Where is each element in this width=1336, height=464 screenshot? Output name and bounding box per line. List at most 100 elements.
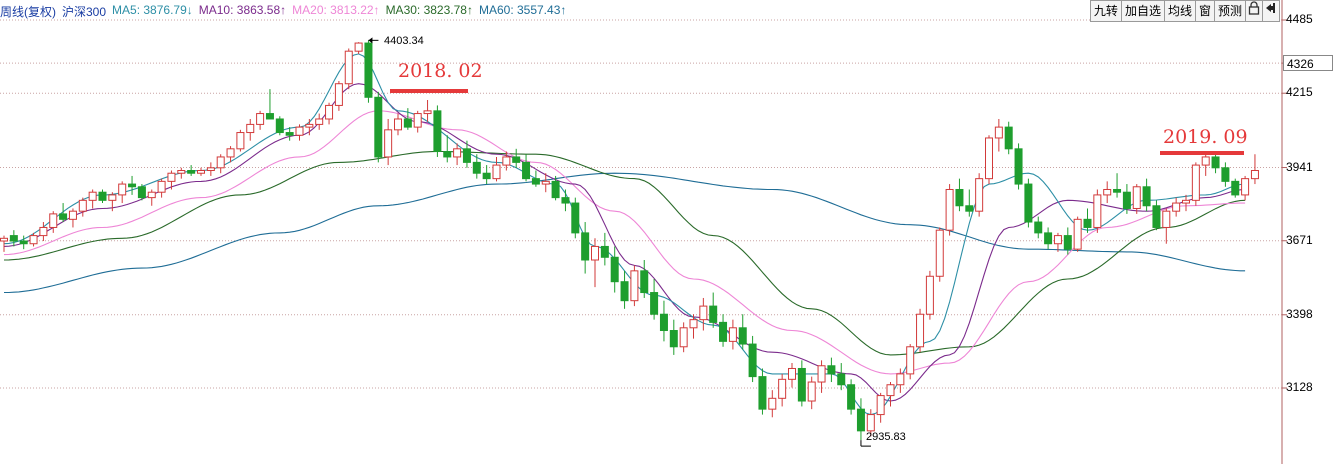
candle	[709, 292, 718, 328]
candle	[955, 178, 964, 212]
candle	[531, 170, 540, 187]
max-price-label: 4403.34	[384, 35, 424, 47]
candle	[453, 143, 462, 166]
candle	[1201, 154, 1210, 176]
y-tick-label: 3941	[1286, 159, 1313, 174]
candle	[876, 392, 885, 423]
candle	[896, 368, 905, 393]
candle	[679, 322, 688, 353]
ma60-line	[4, 172, 1246, 294]
candle	[1034, 216, 1043, 239]
candle	[472, 154, 481, 179]
candle	[965, 189, 974, 217]
candle	[1211, 152, 1220, 174]
ma5-line	[3, 53, 1246, 416]
candle	[0, 235, 8, 252]
jiuzhuan-button[interactable]: 九转	[1089, 0, 1122, 22]
candle	[738, 314, 747, 350]
y-tick-label: 3398	[1286, 306, 1313, 321]
ma60-label: MA60: 3557.43↑	[478, 3, 567, 17]
candle	[59, 203, 68, 223]
candle	[177, 167, 186, 179]
annotation-bar-2018-02	[390, 89, 468, 93]
candle	[137, 184, 146, 201]
candle	[334, 81, 343, 111]
moving-average-lines	[3, 53, 1246, 416]
candle	[945, 184, 954, 236]
candle	[147, 189, 156, 206]
candle	[640, 260, 649, 298]
candle	[305, 118, 314, 136]
candle	[256, 110, 265, 130]
candle	[98, 189, 107, 204]
window-button[interactable]: 窗	[1194, 0, 1215, 22]
candle	[29, 232, 38, 247]
symbol-label: 沪深300	[62, 5, 107, 19]
candle	[1231, 178, 1240, 198]
candle	[39, 222, 48, 242]
candle	[118, 181, 127, 204]
candle	[482, 165, 491, 185]
candle	[157, 178, 166, 198]
candle	[512, 148, 521, 168]
candle	[325, 102, 334, 125]
annotation-2019-09: 2019. 09	[1163, 126, 1248, 148]
ma30-label: MA30: 3823.78↑	[385, 3, 473, 17]
candle	[1024, 178, 1033, 228]
candle	[236, 129, 245, 152]
candle	[620, 270, 629, 309]
candle	[403, 108, 412, 130]
candle	[719, 314, 728, 347]
candle	[1241, 175, 1250, 201]
candle	[758, 368, 767, 415]
candle	[788, 363, 796, 388]
candle	[728, 319, 737, 350]
period-label: 周线(复权)	[0, 5, 56, 19]
candle	[19, 235, 28, 250]
candle	[1122, 184, 1131, 214]
candle	[975, 173, 984, 217]
candle	[610, 246, 619, 293]
candle	[630, 265, 639, 307]
candle	[856, 398, 865, 441]
exit-icon[interactable]	[1262, 0, 1280, 22]
candle	[49, 211, 58, 233]
candle	[433, 105, 442, 157]
candle	[916, 308, 925, 353]
candle	[265, 89, 274, 120]
candle	[650, 278, 659, 320]
candle	[78, 197, 87, 217]
lock-icon[interactable]	[1245, 0, 1263, 22]
ma10-line	[3, 83, 1246, 402]
annotation-2018-02: 2018. 02	[398, 60, 483, 82]
add-watchlist-button[interactable]: 加自选	[1120, 0, 1165, 22]
candle	[88, 189, 97, 209]
candle	[581, 222, 590, 274]
candle	[1113, 173, 1122, 198]
candle	[128, 175, 137, 195]
candle	[689, 314, 698, 339]
candle	[817, 360, 826, 393]
candle	[462, 140, 471, 168]
candle	[108, 192, 117, 212]
ma20-label: MA20: 3813.22↑	[292, 3, 380, 17]
candle	[1152, 200, 1161, 231]
candle	[669, 319, 678, 355]
candle	[797, 360, 806, 407]
candle	[1162, 208, 1171, 244]
forecast-button[interactable]: 预测	[1213, 0, 1246, 22]
moving-average-button[interactable]: 均线	[1163, 0, 1196, 22]
candle	[778, 373, 787, 407]
candle	[167, 170, 176, 190]
candle	[847, 379, 856, 415]
candle	[364, 40, 373, 103]
extreme-markers	[368, 37, 871, 447]
candle	[197, 167, 205, 176]
candle	[837, 363, 846, 391]
candle	[807, 376, 816, 410]
candle	[985, 135, 993, 185]
y-tick-label: 4326	[1283, 55, 1333, 72]
candle	[571, 197, 580, 239]
candle	[285, 127, 294, 141]
